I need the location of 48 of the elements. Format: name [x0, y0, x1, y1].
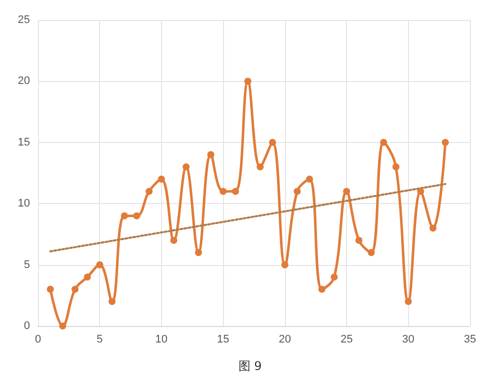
- point: [46, 286, 54, 293]
- x-tick-label: 25: [340, 334, 353, 346]
- point: [392, 163, 400, 170]
- point: [269, 138, 276, 146]
- point: [244, 78, 252, 85]
- x-tick-label: 10: [155, 334, 168, 346]
- point: [281, 261, 288, 268]
- point: [330, 274, 338, 281]
- y-tick-label: 15: [18, 136, 30, 148]
- point: [368, 249, 375, 256]
- point: [232, 188, 239, 195]
- point: [256, 163, 264, 170]
- point: [59, 322, 66, 330]
- x-tick-label: 20: [278, 334, 291, 346]
- point: [146, 188, 153, 195]
- point: [380, 138, 388, 146]
- point: [306, 176, 314, 183]
- point: [182, 163, 190, 170]
- point: [355, 236, 362, 244]
- point: [108, 298, 116, 306]
- x-tick-label: 15: [217, 334, 230, 346]
- point: [120, 212, 128, 220]
- x-tick-label: 5: [96, 334, 103, 346]
- point: [194, 249, 202, 256]
- x-tick-label: 35: [464, 334, 476, 346]
- point: [207, 151, 214, 158]
- point: [96, 261, 104, 268]
- point: [170, 236, 178, 244]
- point: [429, 224, 436, 232]
- y-tick-label: 0: [24, 320, 30, 332]
- point: [442, 138, 449, 146]
- point: [158, 176, 165, 183]
- point: [404, 298, 412, 306]
- point: [220, 188, 227, 195]
- point: [294, 188, 301, 195]
- y-tick-label: 20: [18, 75, 30, 88]
- point: [343, 188, 350, 195]
- y-tick-label: 5: [24, 258, 30, 271]
- point: [84, 274, 91, 281]
- y-tick-label: 25: [18, 14, 30, 26]
- point: [417, 188, 424, 195]
- x-tick-label: 30: [402, 334, 414, 346]
- point: [318, 286, 326, 293]
- point: [133, 212, 140, 220]
- x-tick-label: 0: [34, 334, 42, 346]
- y-tick-label: 10: [18, 198, 30, 210]
- caption: 图 9: [238, 359, 262, 373]
- point: [72, 286, 79, 293]
